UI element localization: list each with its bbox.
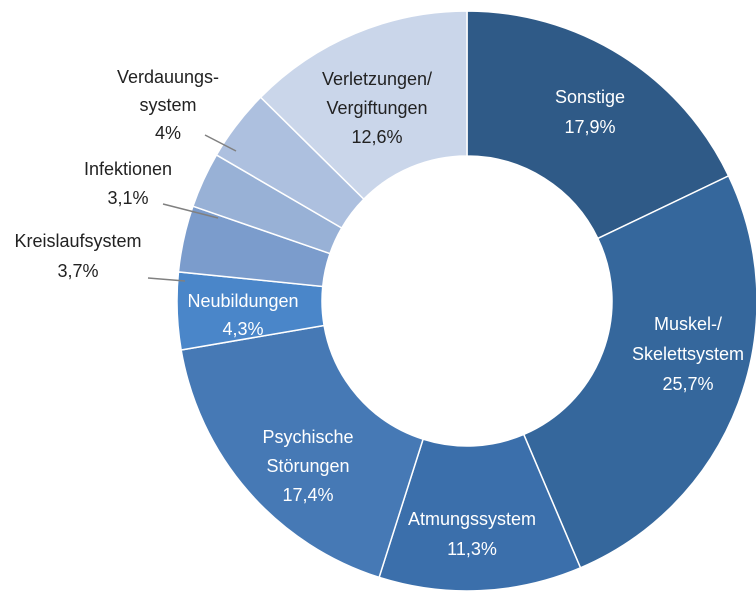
slice-label: Psychische — [262, 427, 353, 447]
value-label: 3,1% — [107, 188, 148, 208]
leader-line — [204, 134, 237, 152]
value-label: 4,3% — [222, 319, 263, 339]
slice-label: Infektionen — [84, 159, 172, 179]
donut-slice — [522, 174, 756, 569]
slice-label: Kreislaufsystem — [14, 231, 141, 251]
slice-label: Verletzungen/ — [322, 69, 432, 89]
slice-label: Atmungssystem — [408, 509, 536, 529]
donut-slice — [180, 324, 425, 579]
slice-label: Störungen — [266, 456, 349, 476]
value-label: 11,3% — [447, 539, 497, 559]
slice-label: Muskel-/ — [654, 314, 722, 334]
value-label: 12,6% — [351, 127, 402, 147]
slice-label: Sonstige — [555, 87, 625, 107]
leader-line — [147, 277, 186, 282]
value-label: 25,7% — [662, 374, 713, 394]
value-label: 4% — [155, 123, 181, 143]
value-label: 17,9% — [564, 117, 615, 137]
donut-slice — [466, 10, 730, 240]
slice-label: Skelettsystem — [632, 344, 744, 364]
donut-slice — [259, 10, 468, 201]
leader-line — [162, 203, 219, 219]
slice-label: Neubildungen — [187, 291, 298, 311]
value-label: 17,4% — [282, 485, 333, 505]
slice-label: system — [139, 95, 196, 115]
slice-label: Vergiftungen — [326, 98, 427, 118]
value-label: 3,7% — [57, 261, 98, 281]
slice-label: Verdauungs- — [117, 67, 219, 87]
